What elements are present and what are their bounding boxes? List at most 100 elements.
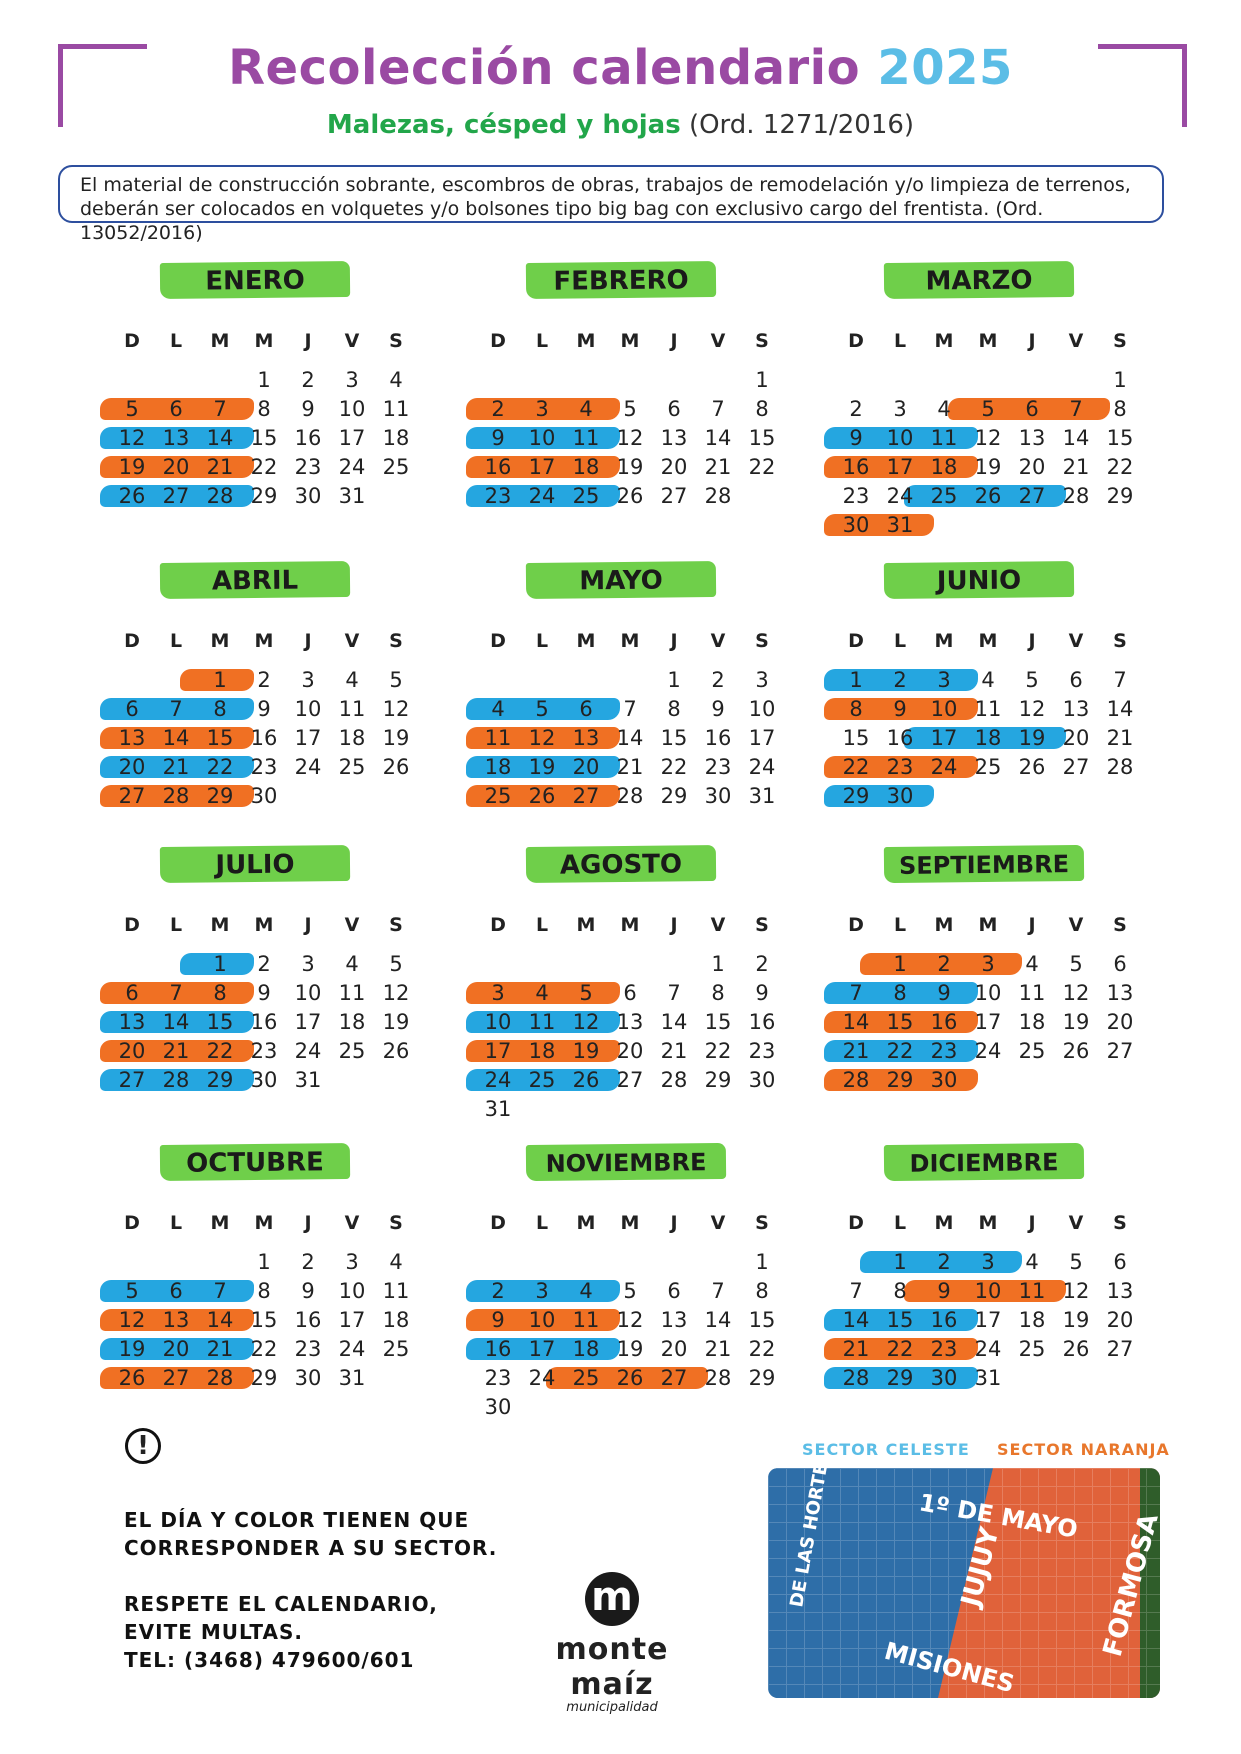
day-number: 30 — [484, 1395, 512, 1419]
collection-mark-celeste — [466, 485, 620, 507]
notice-box: El material de construcción sobrante, es… — [58, 165, 1164, 244]
weekday-label: M — [620, 330, 640, 352]
day-number: 20 — [1062, 726, 1090, 750]
day-number: 13 — [118, 1010, 146, 1034]
day-number: 22 — [748, 455, 776, 479]
day-number: 8 — [667, 697, 681, 721]
day-number: 2 — [491, 397, 505, 421]
day-number: 29 — [206, 784, 234, 808]
week-row: 26 27 28 29 30 31 — [100, 1362, 440, 1394]
day-number: 10 — [748, 697, 776, 721]
week-row: 23 24 25 26 27 28 29 — [834, 480, 1164, 512]
day-number: 10 — [886, 426, 914, 450]
day-number: 25 — [338, 755, 366, 779]
day-number: 27 — [660, 1366, 688, 1390]
day-number: 3 — [491, 981, 505, 1005]
day-number: 4 — [345, 952, 359, 976]
weekday-label: V — [710, 630, 726, 652]
weekday-label: L — [893, 630, 907, 652]
collection-mark-celeste — [100, 427, 254, 449]
day-number: 19 — [1062, 1010, 1090, 1034]
weekday-label: M — [620, 630, 640, 652]
page-subtitle: Malezas, césped y hojas (Ord. 1271/2016) — [0, 110, 1241, 140]
day-number: 2 — [849, 397, 863, 421]
collection-mark-naranja — [466, 398, 620, 420]
weekday-label: D — [490, 1212, 506, 1234]
weekday-label: D — [124, 1212, 140, 1234]
info-line-2: CORRESPONDER A SU SECTOR. — [124, 1536, 498, 1560]
day-number: 11 — [930, 426, 958, 450]
week-row: 19 20 21 22 23 24 25 — [100, 451, 440, 483]
day-number: 24 — [886, 484, 914, 508]
day-number: 22 — [1106, 455, 1134, 479]
day-number: 24 — [338, 1337, 366, 1361]
week-row: 4 5 6 7 8 9 10 — [466, 693, 806, 725]
day-number: 12 — [616, 1308, 644, 1332]
sector-orange-label: SECTOR NARANJA — [997, 1440, 1170, 1459]
day-number: 5 — [623, 397, 637, 421]
day-number: 18 — [338, 1010, 366, 1034]
day-number: 25 — [974, 755, 1002, 779]
day-number: 30 — [250, 784, 278, 808]
weekday-label: L — [893, 330, 907, 352]
day-number: 30 — [704, 784, 732, 808]
day-number: 15 — [842, 726, 870, 750]
day-number: 5 — [389, 952, 403, 976]
day-number: 28 — [162, 784, 190, 808]
day-number: 23 — [294, 455, 322, 479]
day-number: 16 — [748, 1010, 776, 1034]
collection-mark-naranja — [466, 982, 620, 1004]
day-number: 12 — [118, 426, 146, 450]
day-number: 28 — [162, 1068, 190, 1092]
logo-name: monte maíz — [555, 1632, 669, 1702]
weekday-label: S — [1113, 630, 1127, 652]
day-number: 20 — [660, 1337, 688, 1361]
day-number: 30 — [886, 784, 914, 808]
week-row: 1 2 3 4 5 — [110, 664, 440, 696]
weekday-label: M — [210, 330, 230, 352]
day-number: 12 — [528, 726, 556, 750]
day-number: 7 — [667, 981, 681, 1005]
day-number: 14 — [660, 1010, 688, 1034]
week-row: 13 14 15 16 17 18 19 — [100, 722, 440, 754]
day-number: 9 — [257, 697, 271, 721]
day-number: 20 — [162, 455, 190, 479]
collection-mark-naranja — [100, 1040, 254, 1062]
day-number: 26 — [616, 484, 644, 508]
collection-mark-naranja — [100, 727, 254, 749]
day-number: 27 — [162, 1366, 190, 1390]
week-row: 1 2 3 4 — [110, 364, 440, 396]
collection-mark-naranja — [546, 1367, 708, 1389]
day-number: 16 — [250, 1010, 278, 1034]
day-number: 26 — [616, 1366, 644, 1390]
day-number: 24 — [484, 1068, 512, 1092]
day-number: 19 — [616, 1337, 644, 1361]
day-number: 12 — [118, 1308, 146, 1332]
day-number: 16 — [886, 726, 914, 750]
day-number: 4 — [389, 368, 403, 392]
weekday-label: M — [210, 630, 230, 652]
day-number: 10 — [528, 1308, 556, 1332]
day-number: 17 — [338, 426, 366, 450]
collection-mark-celeste — [824, 1040, 978, 1062]
day-number: 12 — [1062, 981, 1090, 1005]
day-number: 21 — [660, 1039, 688, 1063]
day-number: 1 — [849, 668, 863, 692]
day-number: 11 — [338, 697, 366, 721]
day-number: 13 — [616, 1010, 644, 1034]
day-number: 17 — [930, 726, 958, 750]
month-header: JULIO — [159, 845, 351, 883]
weekday-label: M — [210, 914, 230, 936]
day-number: 13 — [162, 426, 190, 450]
day-number: 22 — [704, 1039, 732, 1063]
day-number: 15 — [660, 726, 688, 750]
weekday-label: L — [535, 1212, 549, 1234]
day-number: 8 — [213, 697, 227, 721]
collection-mark-celeste — [824, 982, 978, 1004]
collection-mark-naranja — [100, 398, 254, 420]
week-row: 27 28 29 30 31 — [100, 1064, 440, 1096]
collection-mark-naranja — [466, 1040, 620, 1062]
day-number: 6 — [623, 981, 637, 1005]
